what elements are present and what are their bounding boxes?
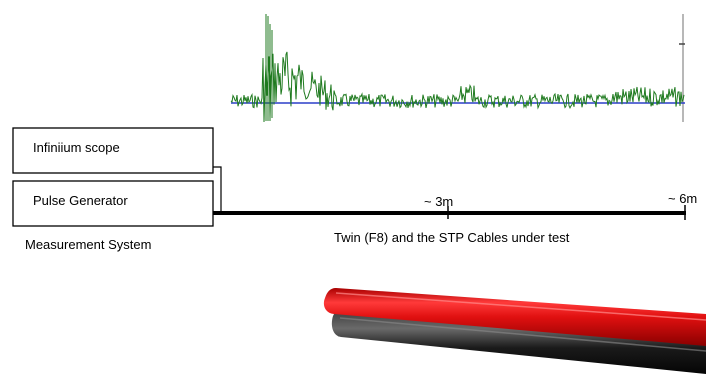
infiniium-scope-box xyxy=(12,127,214,174)
infiniium-scope-label: Infiniium scope xyxy=(33,140,120,155)
measurement-system-label: Measurement System xyxy=(25,237,151,252)
marker-label-3m: ~ 3m xyxy=(424,194,453,209)
red-wire-highlight xyxy=(335,292,706,321)
pulse-generator-box xyxy=(12,180,214,227)
cable-caption: Twin (F8) and the STP Cables under test xyxy=(334,230,570,245)
marker-label-6m: ~ 6m xyxy=(668,191,697,206)
reflection-waveform xyxy=(230,14,685,123)
red-wire xyxy=(323,288,706,346)
scope-connection-line xyxy=(213,166,222,213)
pulse-generator-label: Pulse Generator xyxy=(33,193,128,208)
twin-cable-photo xyxy=(318,271,706,374)
black-wire-highlight xyxy=(339,317,706,352)
tdr-trace-plot xyxy=(230,14,685,123)
measurement-system: Infiniium scope Pulse Generator Measurem… xyxy=(12,127,214,252)
